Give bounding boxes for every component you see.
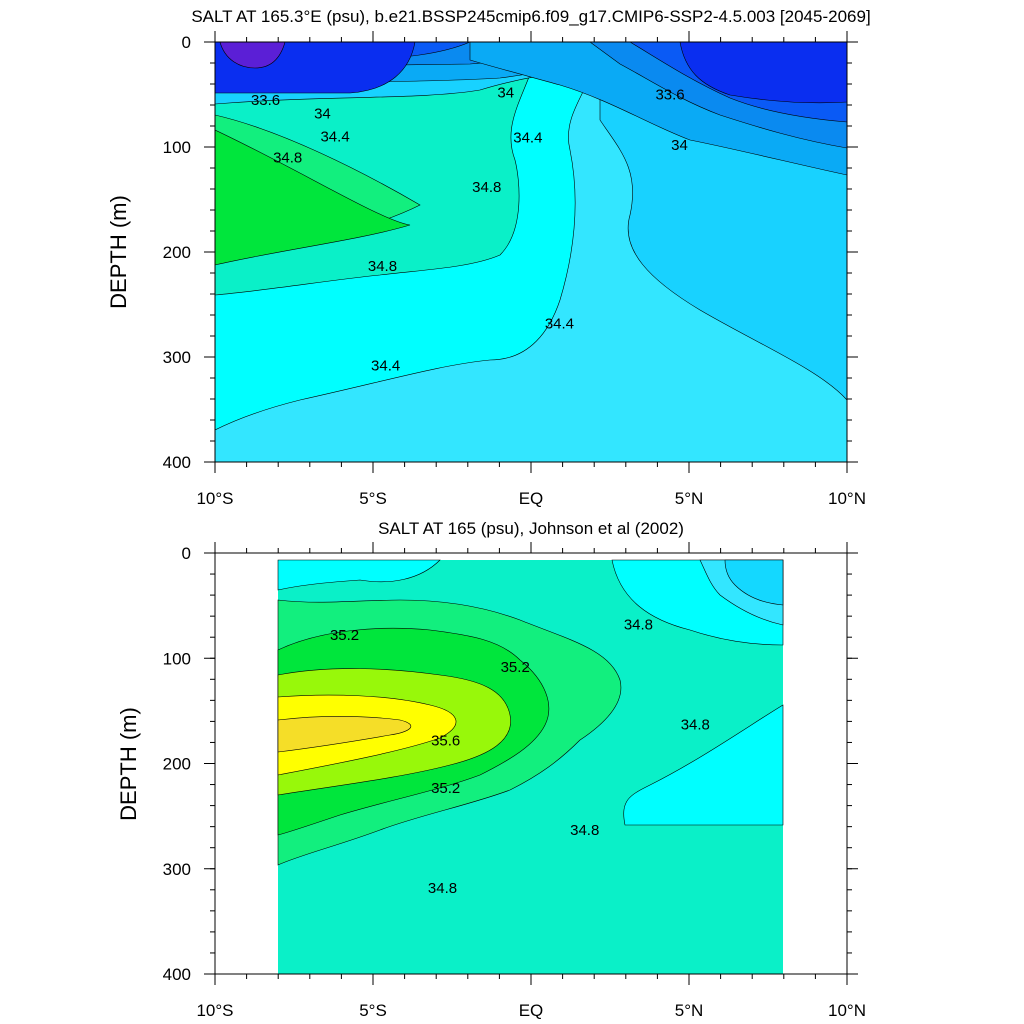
- chart-top-ylabel: DEPTH (m): [106, 195, 131, 309]
- chart-bottom-title: SALT AT 165 (psu), Johnson et al (2002): [378, 519, 684, 538]
- y-tick-label: 100: [163, 649, 191, 668]
- contour-label: 34.4: [513, 130, 542, 147]
- chart-bottom: SALT AT 165 (psu), Johnson et al (2002): [116, 519, 866, 1020]
- fill-region-34.6-top-left: [277, 559, 441, 591]
- contour-label: 35.2: [330, 627, 359, 644]
- fill-region-35.2: [215, 129, 411, 266]
- x-tick-label: 5°S: [359, 1001, 387, 1020]
- contour-label: 35.2: [501, 659, 530, 676]
- x-tick-label: 5°S: [359, 489, 387, 508]
- y-tick-label: 300: [163, 348, 191, 367]
- y-tick-label: 300: [163, 860, 191, 879]
- chart-top-fill: [215, 42, 847, 462]
- chart-top-ticks: 10°S 5°S EQ 5°N 10°N 0 100 200 300 400: [163, 31, 866, 508]
- y-tick-label: 0: [182, 33, 191, 52]
- contour-label: 34.8: [681, 717, 710, 734]
- fill-region-lt33.2: [219, 42, 286, 69]
- fill-region-34.6-south: [623, 704, 784, 826]
- contour-label: 34.4: [320, 129, 349, 146]
- contour-label: 34.4: [545, 316, 574, 333]
- x-tick-label: 10°N: [828, 1001, 866, 1020]
- x-tick-label: 10°N: [828, 489, 866, 508]
- y-tick-label: 400: [163, 965, 191, 984]
- contour-label: 33.6: [251, 92, 280, 109]
- fill-region-35.8: [277, 715, 412, 753]
- y-tick-label: 200: [163, 755, 191, 774]
- chart-bottom-ylabel: DEPTH (m): [116, 707, 141, 821]
- contour-label: 34.4: [371, 358, 400, 375]
- contour-label: 34.8: [428, 880, 457, 897]
- contour-label: 34: [671, 137, 688, 154]
- y-tick-label: 100: [163, 138, 191, 157]
- x-tick-label: 5°N: [675, 1001, 704, 1020]
- x-tick-label: EQ: [519, 489, 544, 508]
- x-tick-label: EQ: [519, 1001, 544, 1020]
- chart-bottom-contour-labels: 35.2 35.2 34.8 35.6 35.2 34.8 34.8 34.8: [330, 617, 710, 897]
- contour-label: 34: [497, 85, 514, 102]
- x-tick-label: 10°S: [196, 489, 233, 508]
- fill-region-34.2-north: [724, 559, 784, 606]
- y-tick-label: 400: [163, 453, 191, 472]
- y-tick-label: 200: [163, 243, 191, 262]
- contour-label: 33.6: [655, 87, 684, 104]
- contour-label: 34: [314, 106, 331, 123]
- x-tick-label: 5°N: [675, 489, 704, 508]
- x-tick-label: 10°S: [196, 1001, 233, 1020]
- y-tick-label: 0: [182, 544, 191, 563]
- chart-bottom-ticks: 10°S 5°S EQ 5°N 10°N 0 100 200 300 400: [163, 542, 866, 1020]
- chart-bottom-fill: [277, 559, 784, 974]
- contour-label: 35.6: [431, 732, 460, 749]
- contour-label: 34.8: [570, 822, 599, 839]
- contour-label: 34.8: [368, 258, 397, 275]
- contour-label: 34.8: [273, 150, 302, 167]
- contour-label: 34.8: [472, 179, 501, 196]
- contour-label: 34.8: [624, 617, 653, 634]
- chart-top: SALT AT 165.3°E (psu), b.e21.BSSP245cmip…: [106, 7, 871, 508]
- chart-top-title: SALT AT 165.3°E (psu), b.e21.BSSP245cmip…: [191, 7, 870, 26]
- chart-top-contour-labels: 33.6 34 34.4 34.8 34 33.6 34.4 34 34.8 34.8 34.4 34…: [251, 85, 688, 375]
- fill-region-33.2-east: [679, 42, 847, 104]
- contour-label: 35.2: [431, 780, 460, 797]
